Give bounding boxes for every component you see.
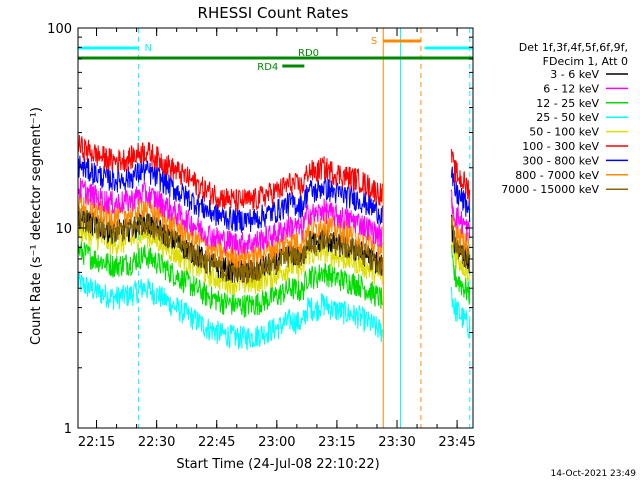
series-12-25kev [77,241,471,318]
legend-header-line: FDecim 1, Att 0 [543,55,628,68]
trace-post-gap [450,286,471,339]
legend-label: 6 - 12 keV [543,82,599,95]
trace-post-gap [450,189,471,241]
chart-title: RHESSI Count Rates [198,4,349,22]
legend-label: 300 - 800 keV [522,154,599,167]
trace-pre-gap [77,271,383,352]
series-300-800kev [77,155,471,233]
y-axis-label: Count Rate (s⁻¹ detector segment⁻¹) [29,107,44,345]
x-tick-label: 23:30 [378,435,415,450]
x-tick-label: 22:45 [198,435,235,450]
legend-label: 3 - 6 keV [550,68,599,81]
trace-post-gap [450,148,471,204]
footer-timestamp: 14-Oct-2021 23:49 [551,469,637,479]
legend-label: 800 - 7000 keV [515,169,599,182]
trace-post-gap [450,214,471,274]
x-axis-label: Start Time (24-Jul-08 22:10:22) [176,457,379,472]
trace-pre-gap [77,241,383,318]
x-tick-label: 23:15 [318,435,355,450]
y-tick-label: 100 [47,22,72,37]
x-tick-label: 23:45 [438,435,475,450]
trace-post-gap [450,197,471,255]
y-tick-label: 1 [64,422,72,437]
legend-label: 7000 - 15000 keV [501,183,599,196]
trace-pre-gap [77,135,383,212]
legend-label: 12 - 25 keV [536,97,599,110]
trace-pre-gap [77,177,383,256]
trace-pre-gap [77,207,383,284]
series-100-300kev [77,135,471,212]
trace-post-gap [450,166,471,223]
legend-header-line: Det 1f,3f,4f,5f,6f,9f, [519,41,628,54]
legend-label: 25 - 50 keV [536,111,599,124]
series-25-50kev [77,271,471,352]
legend-label: 100 - 300 keV [522,140,599,153]
state-bar-label-n: N [144,43,151,54]
x-tick-label: 22:30 [138,435,175,450]
state-bar-label-rd4: RD4 [257,62,278,73]
legend-label: 50 - 100 keV [529,126,599,139]
x-tick-label: 23:00 [258,435,295,450]
series-6-12kev [77,177,471,256]
series-800-7000kev [77,191,471,269]
y-tick-label: 10 [55,222,72,237]
state-bar-label-rd0: RD0 [298,48,319,59]
trace-pre-gap [77,191,383,269]
trace-pre-gap [77,155,383,233]
state-bar-label-s: S [371,36,377,47]
trace-post-gap [450,245,471,305]
x-tick-label: 22:15 [78,435,115,450]
